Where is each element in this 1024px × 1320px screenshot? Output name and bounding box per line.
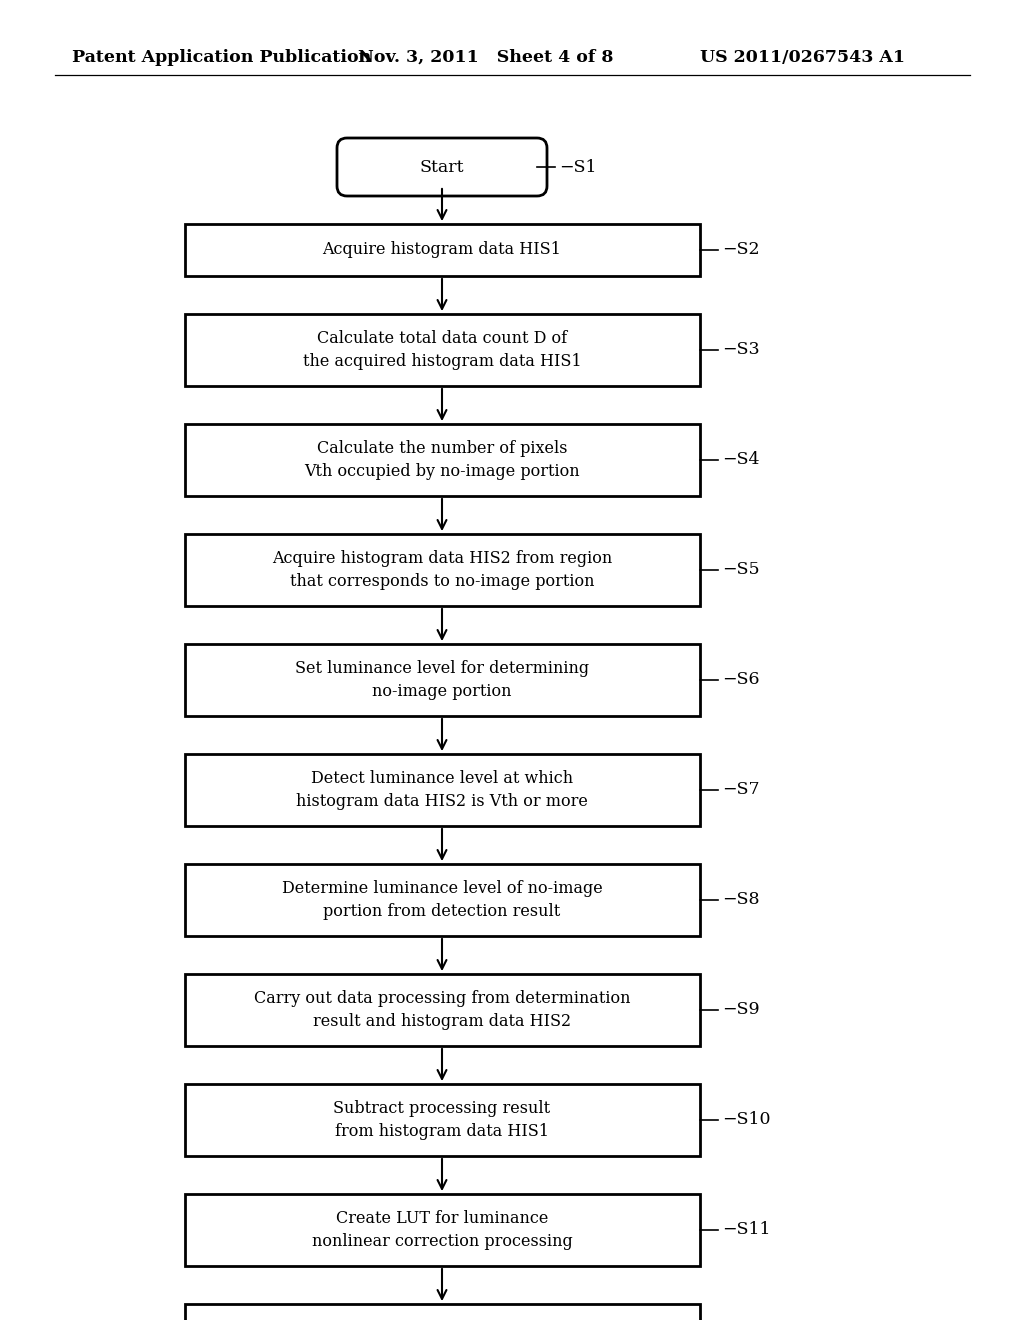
Text: Subtract processing result
from histogram data HIS1: Subtract processing result from histogra…: [334, 1100, 551, 1140]
FancyBboxPatch shape: [337, 139, 547, 195]
Text: US 2011/0267543 A1: US 2011/0267543 A1: [700, 49, 905, 66]
FancyBboxPatch shape: [185, 754, 700, 826]
Text: −S9: −S9: [722, 1002, 760, 1019]
FancyBboxPatch shape: [185, 1195, 700, 1266]
Text: Acquire histogram data HIS2 from region
that corresponds to no-image portion: Acquire histogram data HIS2 from region …: [272, 549, 612, 590]
Text: Acquire histogram data HIS1: Acquire histogram data HIS1: [323, 242, 561, 259]
FancyBboxPatch shape: [185, 1084, 700, 1156]
FancyBboxPatch shape: [185, 1304, 700, 1320]
Text: −S7: −S7: [722, 781, 760, 799]
Text: Calculate the number of pixels
Vth occupied by no-image portion: Calculate the number of pixels Vth occup…: [304, 440, 580, 480]
Text: Carry out data processing from determination
result and histogram data HIS2: Carry out data processing from determina…: [254, 990, 630, 1030]
Text: −S11: −S11: [722, 1221, 770, 1238]
FancyBboxPatch shape: [185, 974, 700, 1045]
FancyBboxPatch shape: [185, 424, 700, 496]
Text: −S10: −S10: [722, 1111, 770, 1129]
Text: Patent Application Publication: Patent Application Publication: [72, 49, 372, 66]
FancyBboxPatch shape: [185, 314, 700, 385]
Text: Nov. 3, 2011   Sheet 4 of 8: Nov. 3, 2011 Sheet 4 of 8: [358, 49, 613, 66]
Text: −S2: −S2: [722, 242, 760, 259]
Text: −S1: −S1: [559, 158, 597, 176]
FancyBboxPatch shape: [185, 644, 700, 715]
Text: Create LUT for luminance
nonlinear correction processing: Create LUT for luminance nonlinear corre…: [311, 1209, 572, 1250]
FancyBboxPatch shape: [185, 224, 700, 276]
Text: −S8: −S8: [722, 891, 760, 908]
FancyBboxPatch shape: [185, 865, 700, 936]
Text: −S5: −S5: [722, 561, 760, 578]
Text: Set luminance level for determining
no-image portion: Set luminance level for determining no-i…: [295, 660, 589, 700]
Text: Start: Start: [420, 158, 464, 176]
Text: Determine luminance level of no-image
portion from detection result: Determine luminance level of no-image po…: [282, 879, 602, 920]
Text: Detect luminance level at which
histogram data HIS2 is Vth or more: Detect luminance level at which histogra…: [296, 770, 588, 810]
Text: −S3: −S3: [722, 342, 760, 359]
Text: −S4: −S4: [722, 451, 760, 469]
Text: −S6: −S6: [722, 672, 760, 689]
FancyBboxPatch shape: [185, 535, 700, 606]
Text: Calculate total data count D of
the acquired histogram data HIS1: Calculate total data count D of the acqu…: [303, 330, 582, 370]
